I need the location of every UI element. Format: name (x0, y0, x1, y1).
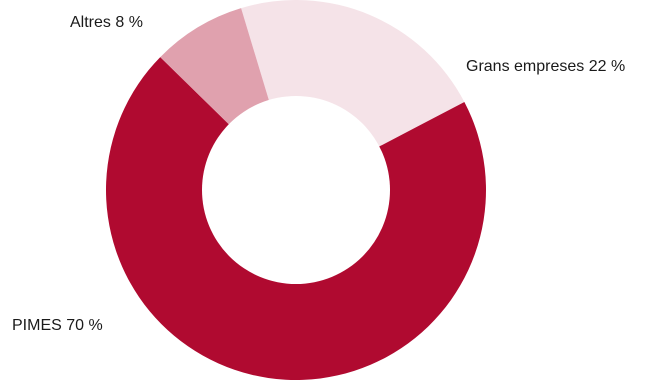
slice-label-altres: Altres 8 % (70, 14, 143, 31)
donut-hole (202, 96, 390, 284)
slice-label-grans-empreses: Grans empreses 22 % (466, 58, 625, 75)
slice-label-pimes: PIMES 70 % (12, 317, 103, 334)
